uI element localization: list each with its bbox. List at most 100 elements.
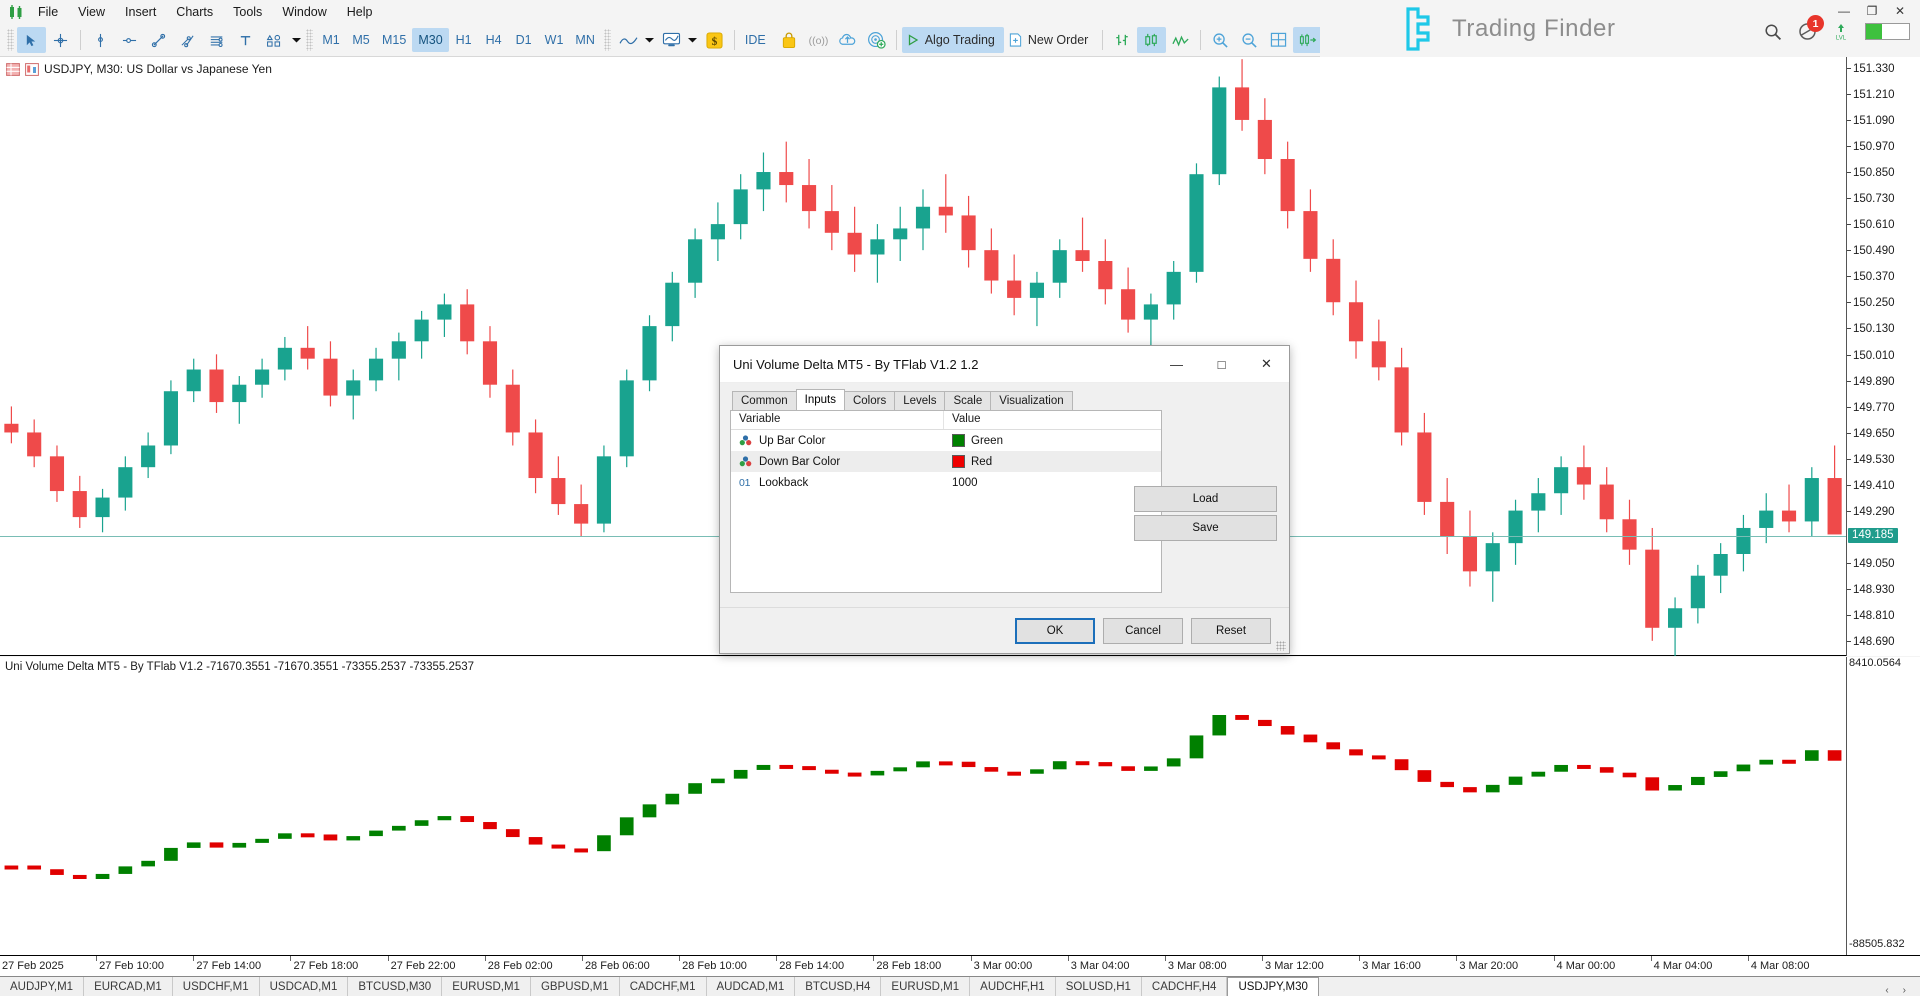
tile-windows-icon[interactable] [1264,27,1293,53]
symbol-tab-solusd-h1[interactable]: SOLUSD,H1 [1055,977,1142,996]
price-axis[interactable]: 151.330 151.210 151.090 150.970 150.850 150.7… [1846,57,1920,656]
table-row[interactable]: Up Bar Color Green [731,430,1161,451]
trendline-tool-icon[interactable] [144,27,173,53]
symbol-tab-audjpy-m1[interactable]: AUDJPY,M1 [0,977,85,996]
ide-button[interactable]: IDE [740,27,775,53]
menu-tools[interactable]: Tools [233,4,263,19]
cancel-button[interactable]: Cancel [1103,618,1183,644]
table-row[interactable]: 01 Lookback 1000 [731,472,1161,493]
dialog-tab-inputs[interactable]: Inputs [795,389,845,410]
zoom-in-icon[interactable] [1206,27,1235,53]
timeframe-m1[interactable]: M1 [322,33,340,47]
minimize-button[interactable]: — [1838,4,1850,18]
vertical-line-tool-icon[interactable] [86,27,115,53]
ok-button[interactable]: OK [1015,618,1095,644]
symbol-tab-usdcad-m1[interactable]: USDCAD,M1 [259,977,349,996]
line-chart-icon[interactable] [1166,27,1195,53]
dialog-close-button[interactable]: ✕ [1261,356,1272,371]
crosshair-tool-icon[interactable] [46,27,75,53]
toolbar-grip-3[interactable] [603,29,611,51]
dialog-title-bar[interactable]: Uni Volume Delta MT5 - By TFlab V1.2 1.2… [720,346,1289,383]
indicators-dropdown-icon[interactable] [643,27,657,53]
symbol-tab-eurusd-m1[interactable]: EURUSD,M1 [881,977,971,996]
fibonacci-tool-icon[interactable] [202,27,231,53]
symbol-tab-cadchf-h4[interactable]: CADCHF,H4 [1141,977,1228,996]
timeframe-h4[interactable]: H4 [485,33,502,47]
bar-chart-icon[interactable] [1108,27,1137,53]
level-meter-icon[interactable]: LVL [1833,23,1849,41]
candlestick-chart-icon[interactable] [1137,27,1167,53]
cursor-tool-icon[interactable] [17,27,46,53]
symbol-tab-usdchf-m1[interactable]: USDCHF,M1 [172,977,260,996]
dialog-tab-scale[interactable]: Scale [944,391,992,410]
symbol-tab-gbpusd-m1[interactable]: GBPUSD,M1 [530,977,620,996]
shapes-dropdown-icon[interactable] [289,27,303,53]
notifications-icon[interactable]: 1 [1798,15,1824,41]
timeframe-d1[interactable]: D1 [515,33,532,47]
symbol-tab-eurcad-m1[interactable]: EURCAD,M1 [84,977,173,996]
color-swatch[interactable] [952,434,965,447]
timeframe-w1[interactable]: W1 [544,33,564,47]
next-tab-arrow-icon[interactable]: › [1902,985,1906,996]
signals-icon[interactable]: ((o)) [804,27,833,53]
menu-help[interactable]: Help [346,4,373,19]
timeframe-m5[interactable]: M5 [352,33,370,47]
dialog-tab-levels[interactable]: Levels [894,391,946,410]
dialog-tab-common[interactable]: Common [732,391,797,410]
templates-icon[interactable] [657,27,686,53]
templates-dropdown-icon[interactable] [686,27,700,53]
indicator-subwindow[interactable]: Uni Volume Delta MT5 - By TFlab V1.2 -71… [0,657,1920,955]
menu-view[interactable]: View [78,4,106,19]
grid-cell-value[interactable]: Green [944,434,1161,447]
market-watch-icon[interactable]: $ [700,27,729,53]
symbol-tab-btcusd-h4[interactable]: BTCUSD,H4 [795,977,882,996]
dialog-maximize-button[interactable]: □ [1217,356,1226,372]
text-tool-icon[interactable] [231,27,260,53]
indicator-axis[interactable]: 8410.0564 -88505.832 [1846,657,1920,955]
menu-window[interactable]: Window [282,4,327,19]
grid-cell-value[interactable]: Red [944,455,1161,468]
grid-cell-value[interactable]: 1000 [944,477,1161,489]
timeframe-m15[interactable]: M15 [382,33,407,47]
timeframe-mn[interactable]: MN [575,33,595,47]
search-icon[interactable] [1764,23,1782,41]
inputs-grid[interactable]: Variable Value Up Bar Color [730,410,1162,593]
timeframe-m30[interactable]: M30 [412,28,449,52]
color-swatch[interactable] [952,455,965,468]
dialog-tab-colors[interactable]: Colors [843,391,896,410]
toolbar-grip-2[interactable] [306,29,313,51]
indicator-properties-dialog[interactable]: Uni Volume Delta MT5 - By TFlab V1.2 1.2… [719,345,1290,654]
save-button[interactable]: Save [1134,515,1277,541]
toolbar-grip[interactable] [7,29,14,51]
resize-grip[interactable] [1276,641,1286,651]
timeframe-h1[interactable]: H1 [455,33,472,47]
auto-scroll-icon[interactable] [1293,27,1323,53]
menu-file[interactable]: File [38,4,59,19]
horizontal-line-tool-icon[interactable] [115,27,144,53]
reset-button[interactable]: Reset [1191,618,1271,644]
menu-insert[interactable]: Insert [125,4,157,19]
indicators-icon[interactable] [614,27,643,53]
zoom-out-icon[interactable] [1235,27,1264,53]
algo-trading-button[interactable]: Algo Trading [901,27,1004,53]
dialog-minimize-button[interactable]: — [1170,356,1183,372]
polyline-tool-icon[interactable] [173,27,202,53]
menu-charts[interactable]: Charts [176,4,214,19]
symbol-tab-usdjpy-m30[interactable]: USDJPY,M30 [1227,977,1319,996]
load-button[interactable]: Load [1134,486,1277,512]
shapes-tool-icon[interactable] [260,27,289,53]
symbol-tab-eurusd-m1[interactable]: EURUSD,M1 [442,977,531,996]
market-bag-icon[interactable] [775,27,804,53]
symbol-tab-btcusd-m30[interactable]: BTCUSD,M30 [348,977,443,996]
symbol-tab-audchf-h1[interactable]: AUDCHF,H1 [970,977,1056,996]
close-button[interactable]: ✕ [1894,4,1906,18]
vps-cloud-icon[interactable] [833,27,862,53]
new-order-button[interactable]: New Order [1004,27,1097,53]
dialog-tab-visualization[interactable]: Visualization [990,391,1073,410]
prev-tab-arrow-icon[interactable]: ‹ [1885,985,1889,996]
table-row[interactable]: Down Bar Color Red [731,451,1161,472]
time-axis[interactable]: 27 Feb 2025 27 Feb 10:00 27 Feb 14:00 27 Fe… [0,955,1920,977]
symbol-tab-audcad-m1[interactable]: AUDCAD,M1 [706,977,796,996]
copy-trading-icon[interactable] [862,27,891,53]
symbol-tab-cadchf-m1[interactable]: CADCHF,M1 [619,977,707,996]
